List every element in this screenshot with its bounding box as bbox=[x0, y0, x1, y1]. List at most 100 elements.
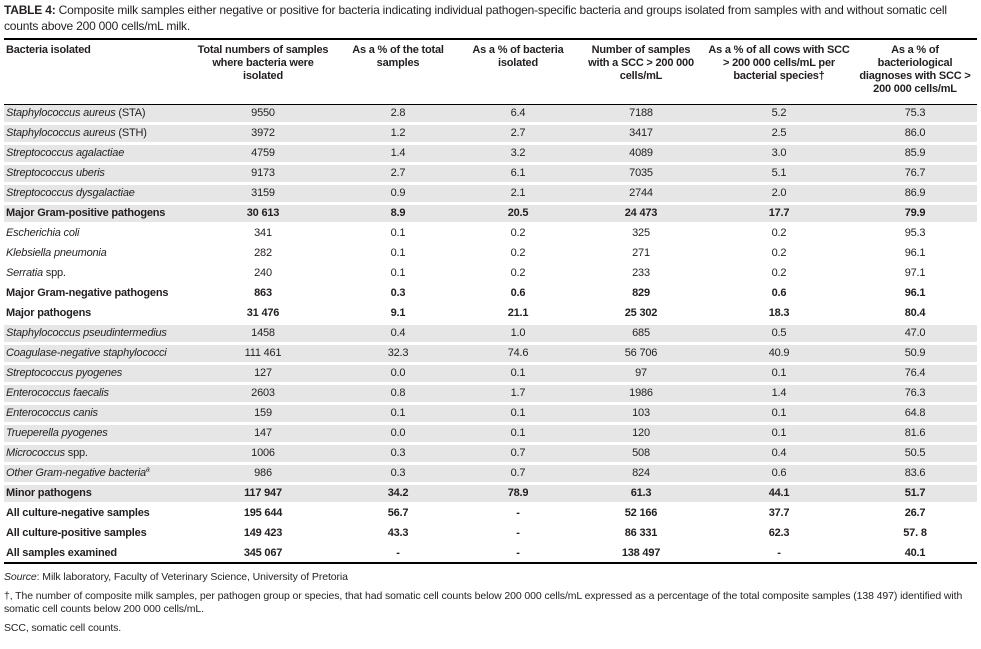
value-cell: 43.3 bbox=[387, 527, 409, 539]
value-cell: 0.1 bbox=[390, 227, 406, 239]
table-row: Major Gram-negative pathogens 863 0.3 0.6 82… bbox=[4, 284, 977, 304]
bacteria-name-cell: All culture-negative samples bbox=[4, 504, 189, 524]
bacteria-name-segment: Micrococcus bbox=[6, 447, 65, 459]
value-cell: 0.5 bbox=[705, 323, 853, 344]
table-row: Minor pathogens 117 947 34.2 78.9 61.3 44.1 51… bbox=[4, 483, 977, 504]
value-cell: 51.7 bbox=[853, 483, 977, 504]
value-cell: 17.7 bbox=[705, 203, 853, 224]
value-cell: 80.4 bbox=[904, 307, 926, 319]
bacteria-name-segment: Serratia bbox=[6, 267, 43, 279]
value-cell: 31 476 bbox=[246, 307, 280, 319]
value-cell: 0.1 bbox=[337, 403, 459, 424]
value-cell: 0.2 bbox=[510, 227, 526, 239]
value-cell: 986 bbox=[189, 463, 337, 484]
dagger-note: †, The number of composite milk samples,… bbox=[4, 590, 963, 615]
value-cell: 0.0 bbox=[337, 363, 459, 384]
value-cell: 96.1 bbox=[904, 247, 926, 259]
value-cell: 8.9 bbox=[337, 203, 459, 224]
value-cell: 2.0 bbox=[705, 183, 853, 204]
value-cell: 37.7 bbox=[768, 507, 790, 519]
value-cell: 0.2 bbox=[771, 227, 787, 239]
value-cell: 863 bbox=[254, 287, 272, 299]
value-cell: 0.2 bbox=[510, 247, 526, 259]
value-cell: 149 423 bbox=[243, 527, 283, 539]
value-cell: 6.1 bbox=[459, 163, 577, 184]
bacteria-name-cell: Klebsiella pneumonia bbox=[4, 244, 189, 264]
table-row: Enterococcus faecalis 2603 0.8 1.7 1986 1.4 76… bbox=[4, 383, 977, 404]
value-cell: - bbox=[777, 547, 781, 559]
value-cell: 195 644 bbox=[243, 507, 283, 519]
bacteria-name-segment: Streptococcus dysgalactiae bbox=[6, 187, 135, 199]
value-cell: 1.4 bbox=[337, 143, 459, 164]
value-cell: 0.3 bbox=[390, 287, 406, 299]
column-header-3: As a % of bacteria isolated bbox=[472, 44, 564, 69]
value-cell: 3972 bbox=[189, 123, 337, 144]
table-row: Major Gram-positive pathogens 30 613 8.9 20… bbox=[4, 203, 977, 224]
bacteria-name-segment: Trueperella pyogenes bbox=[6, 427, 108, 439]
value-cell: 341 bbox=[254, 227, 272, 239]
bacteria-name-segment: Streptococcus pyogenes bbox=[6, 367, 123, 379]
value-cell: 83.6 bbox=[853, 463, 977, 484]
value-cell: 824 bbox=[577, 463, 705, 484]
value-cell: 2.8 bbox=[337, 104, 459, 124]
value-cell: 97.1 bbox=[904, 267, 926, 279]
value-cell: 40.1 bbox=[904, 547, 926, 559]
table-header: Bacteria isolated Total numbers of sample… bbox=[4, 39, 977, 105]
bacteria-name-cell: All samples examined bbox=[4, 544, 189, 564]
value-cell: 0.1 bbox=[459, 403, 577, 424]
value-cell: 56.7 bbox=[387, 507, 409, 519]
value-cell: 685 bbox=[577, 323, 705, 344]
table-row: Klebsiella pneumonia 282 0.1 0.2 271 0.2 96.1 bbox=[4, 244, 977, 264]
bacteria-name-segment: Major Gram-negative pathogens bbox=[6, 287, 169, 299]
value-cell: 7035 bbox=[577, 163, 705, 184]
table-row: Streptococcus dysgalactiae 3159 0.9 2.1 2744… bbox=[4, 183, 977, 204]
value-cell: 61.3 bbox=[577, 483, 705, 504]
value-cell: 2.1 bbox=[459, 183, 577, 204]
value-cell: 2.7 bbox=[459, 123, 577, 144]
value-cell: 5.1 bbox=[705, 163, 853, 184]
value-cell: 282 bbox=[254, 247, 272, 259]
value-cell: 3.0 bbox=[705, 143, 853, 164]
table-row: Streptococcus uberis 9173 2.7 6.1 7035 5.1 76.… bbox=[4, 163, 977, 184]
bacteria-name-segment: (STA) bbox=[115, 107, 146, 119]
value-cell: 9550 bbox=[189, 104, 337, 124]
value-cell: 1006 bbox=[189, 443, 337, 464]
bacteria-name-segment: Other Gram-negative bacteria bbox=[6, 467, 146, 479]
value-cell: 18.3 bbox=[768, 307, 790, 319]
value-cell: 829 bbox=[632, 287, 650, 299]
value-cell: 7188 bbox=[577, 104, 705, 124]
value-cell: 85.9 bbox=[853, 143, 977, 164]
value-cell: 0.2 bbox=[771, 267, 787, 279]
value-cell: 1.0 bbox=[459, 323, 577, 344]
value-cell: 0.6 bbox=[510, 287, 526, 299]
value-cell: 0.2 bbox=[771, 247, 787, 259]
value-cell: 0.6 bbox=[771, 287, 787, 299]
footnotes: Source: Milk laboratory, Faculty of Vete… bbox=[4, 571, 977, 635]
column-header-5: As a % of all cows with SCC > 200 000 ce… bbox=[708, 44, 850, 82]
value-cell: 0.1 bbox=[390, 267, 406, 279]
value-cell: 86.9 bbox=[853, 183, 977, 204]
value-cell: 40.9 bbox=[705, 343, 853, 364]
value-cell: 0.3 bbox=[337, 463, 459, 484]
value-cell: 1458 bbox=[189, 323, 337, 344]
value-cell: 56 706 bbox=[577, 343, 705, 364]
value-cell: 0.8 bbox=[337, 383, 459, 404]
bacteria-name-cell: Minor pathogens bbox=[4, 483, 189, 504]
bacteria-name-cell: All culture-positive samples bbox=[4, 524, 189, 544]
value-cell: 6.4 bbox=[459, 104, 577, 124]
bacteria-name-segment: (STH) bbox=[115, 127, 147, 139]
value-cell: 138 497 bbox=[621, 547, 661, 559]
value-cell: 2.7 bbox=[337, 163, 459, 184]
value-cell: 0.6 bbox=[705, 463, 853, 484]
value-cell: - bbox=[396, 547, 400, 559]
value-cell: 0.1 bbox=[459, 363, 577, 384]
value-cell: 0.3 bbox=[337, 443, 459, 464]
value-cell: 3.2 bbox=[459, 143, 577, 164]
value-cell: 21.1 bbox=[507, 307, 529, 319]
bacteria-name-segment: Staphylococcus aureus bbox=[6, 127, 116, 139]
bacteria-name-cell: Major Gram-positive pathogens bbox=[4, 203, 189, 224]
value-cell: 86 331 bbox=[624, 527, 658, 539]
value-cell: 62.3 bbox=[768, 527, 790, 539]
table-row: Streptococcus pyogenes 127 0.0 0.1 97 0.1 76.4 bbox=[4, 363, 977, 384]
value-cell: 508 bbox=[577, 443, 705, 464]
